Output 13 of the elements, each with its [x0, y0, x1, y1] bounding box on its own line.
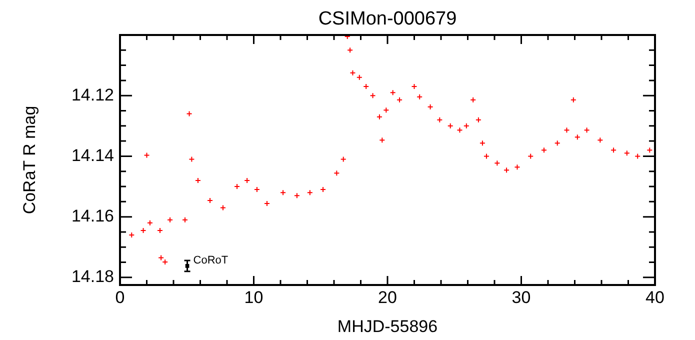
- x-tick-label: 0: [115, 288, 125, 307]
- x-tick-label: 20: [378, 288, 397, 307]
- x-tick-label: 30: [512, 288, 531, 307]
- y-tick-label: 14.18: [71, 267, 114, 286]
- y-tick-label: 14.16: [71, 206, 114, 226]
- y-axis-title: CoRaT R mag: [20, 106, 40, 214]
- x-tick-label: 10: [244, 288, 264, 307]
- series-label: CoRoT: [193, 254, 228, 266]
- y-tick-label: 14.14: [71, 146, 114, 165]
- chart-title: CSIMon-000679: [318, 8, 457, 30]
- y-tick-label: 14.12: [71, 85, 114, 104]
- x-axis-title: MHJD-55896: [337, 317, 438, 336]
- x-tick-label: 40: [646, 288, 664, 307]
